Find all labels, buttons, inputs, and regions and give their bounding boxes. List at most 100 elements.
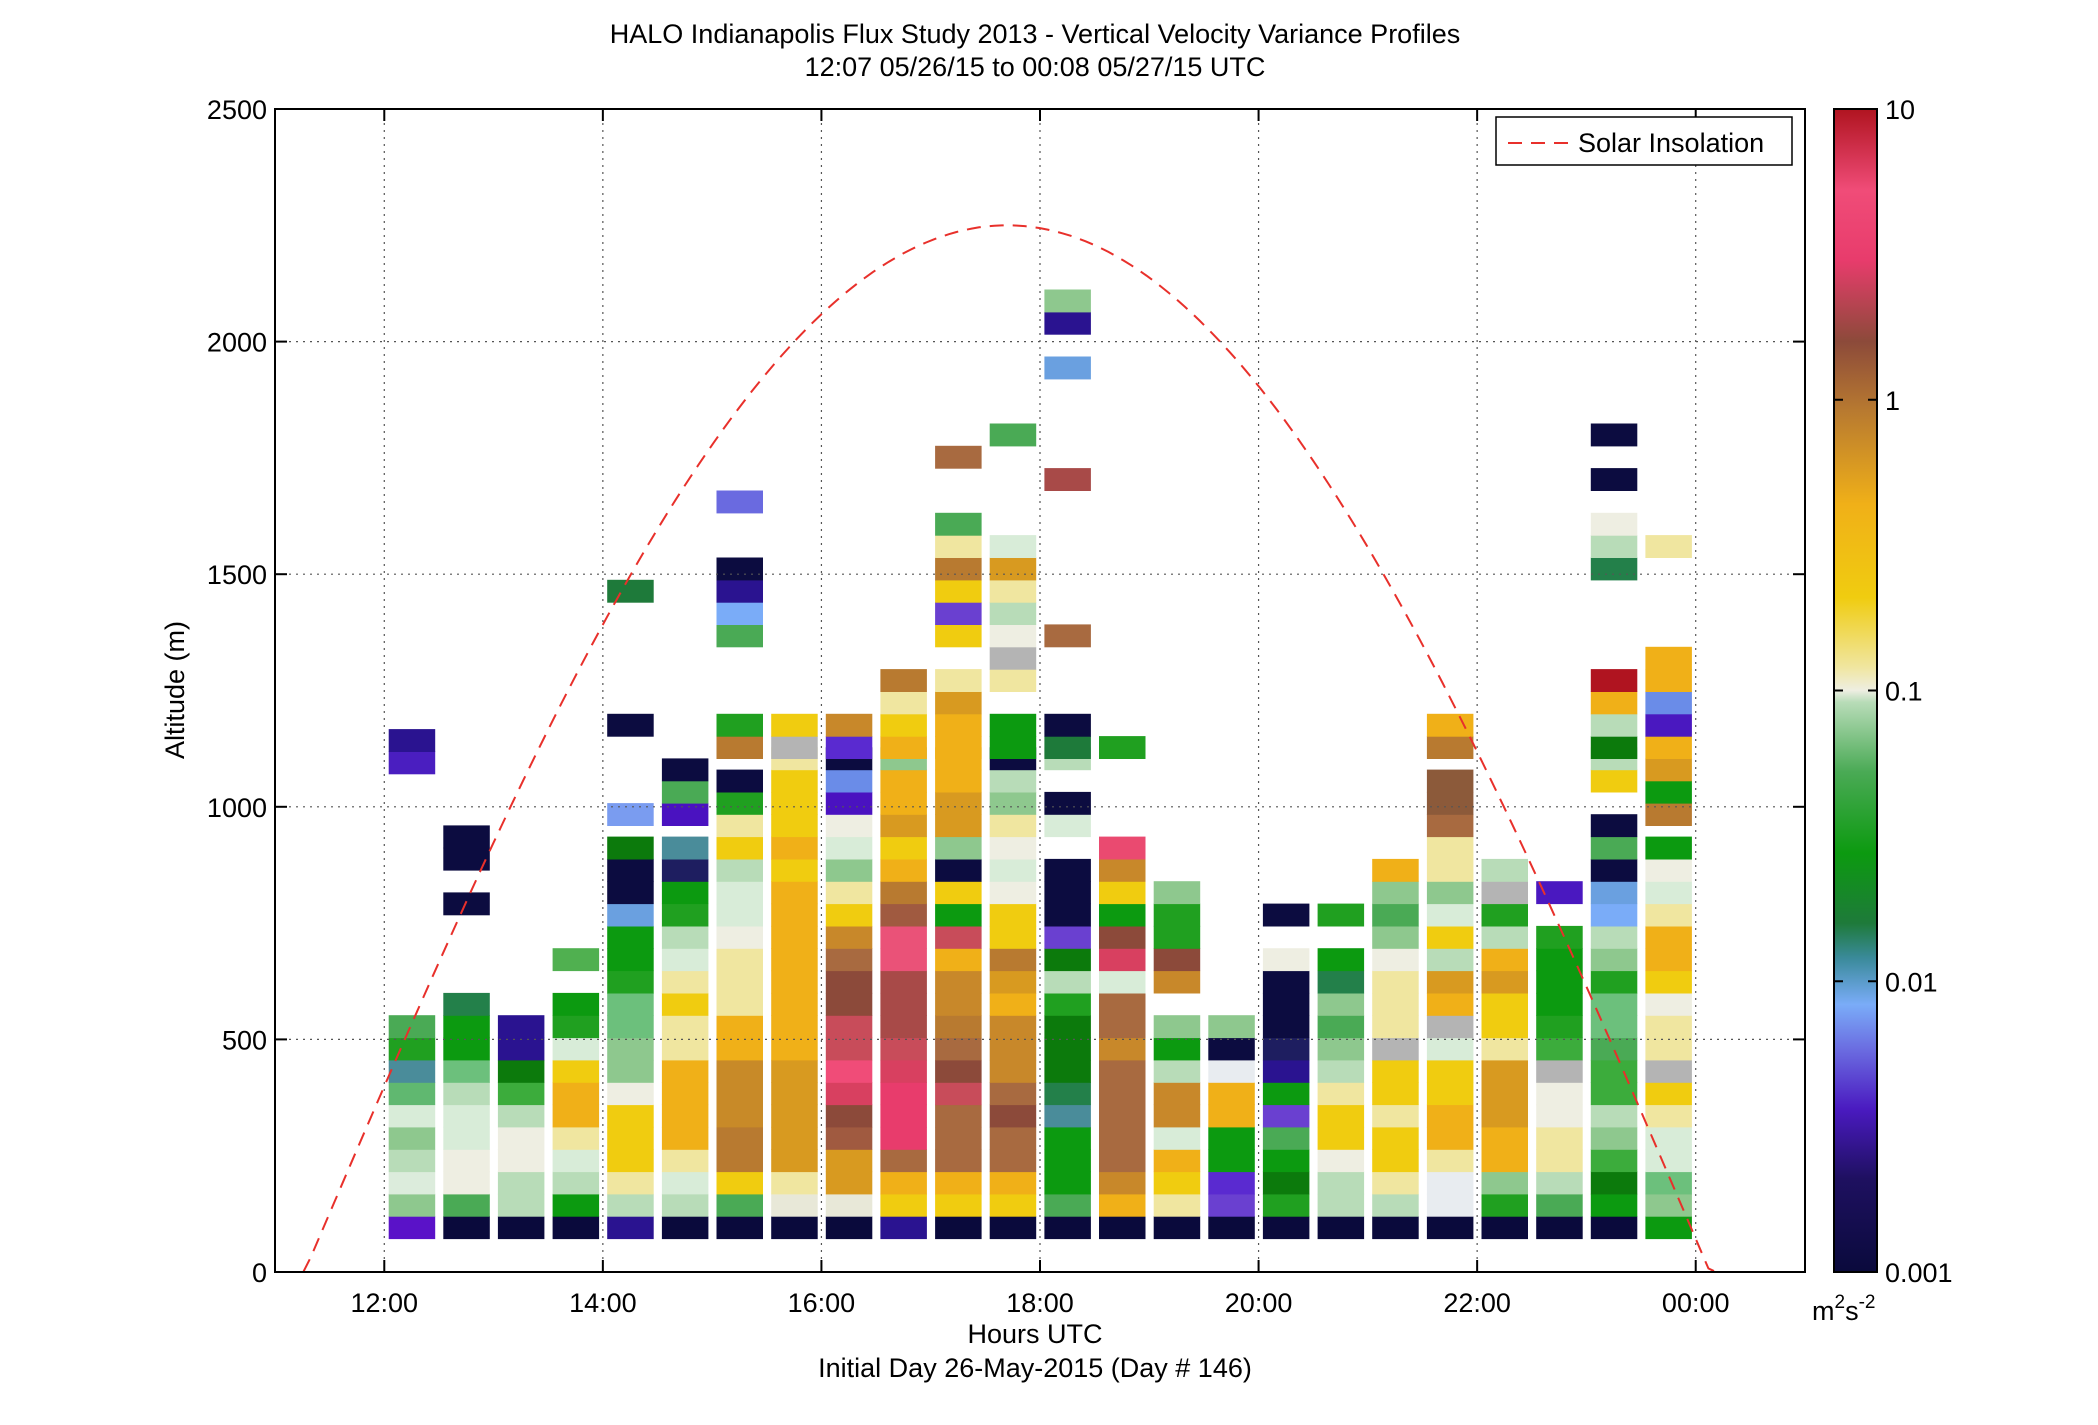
heatmap-cell xyxy=(1590,669,1638,692)
x-tick-label: 22:00 xyxy=(1443,1288,1511,1318)
heatmap-cell xyxy=(661,1126,709,1150)
heatmap-cell xyxy=(989,713,1037,737)
heatmap-cell xyxy=(935,669,982,692)
heatmap-cell xyxy=(1426,1104,1474,1128)
heatmap-cell xyxy=(716,970,763,994)
heatmap-cell xyxy=(1317,1193,1365,1217)
heatmap-cell xyxy=(1044,356,1091,380)
x-axis-label-2: Initial Day 26-May-2015 (Day # 146) xyxy=(818,1353,1252,1383)
heatmap-cell xyxy=(880,1149,927,1173)
heatmap-cell xyxy=(1208,1171,1255,1195)
heatmap-cell xyxy=(1590,468,1638,491)
heatmap-cell xyxy=(1590,1059,1638,1083)
heatmap-cell xyxy=(1262,970,1310,994)
heatmap-cell xyxy=(935,1126,982,1150)
heatmap-cell xyxy=(935,1082,982,1106)
heatmap-cell xyxy=(935,691,982,715)
heatmap-cell xyxy=(771,1193,818,1217)
heatmap-cell xyxy=(1099,903,1146,927)
heatmap-cell xyxy=(1372,881,1419,905)
heatmap-cell xyxy=(1536,881,1583,905)
heatmap-cell xyxy=(880,858,927,882)
heatmap-cell xyxy=(1645,903,1692,927)
heatmap-cell xyxy=(880,1037,927,1061)
heatmap-cell xyxy=(1590,903,1638,927)
heatmap-cell xyxy=(825,1015,873,1039)
heatmap-cell xyxy=(1044,1149,1091,1173)
heatmap-cell xyxy=(661,758,709,782)
heatmap-cell xyxy=(1426,1015,1474,1039)
heatmap-cell xyxy=(1044,992,1091,1016)
heatmap-cell xyxy=(1590,1015,1638,1039)
heatmap-cell xyxy=(1044,881,1091,905)
heatmap-cell xyxy=(1590,423,1638,447)
heatmap-cell xyxy=(1645,948,1692,972)
y-tick-label: 2000 xyxy=(207,328,267,358)
heatmap-cell xyxy=(607,948,654,972)
heatmap-cell xyxy=(1645,1082,1692,1106)
heatmap-cell xyxy=(1590,970,1638,994)
heatmap-cell xyxy=(607,903,654,927)
heatmap-cell xyxy=(880,1216,927,1240)
heatmap-cell xyxy=(497,1037,545,1061)
heatmap-cell xyxy=(1044,1082,1091,1106)
heatmap-cell xyxy=(771,713,818,737)
heatmap-cell xyxy=(1481,903,1528,927)
heatmap-cell xyxy=(1372,1037,1419,1061)
heatmap-cell xyxy=(1426,881,1474,905)
heatmap-cell xyxy=(1262,992,1310,1016)
heatmap-cell xyxy=(1645,758,1692,782)
heatmap-cell xyxy=(989,1193,1037,1217)
heatmap-cell xyxy=(1536,948,1583,972)
heatmap-cell xyxy=(1099,1149,1146,1173)
y-tick-label: 2500 xyxy=(207,95,267,125)
heatmap-cell xyxy=(1426,1149,1474,1173)
heatmap-cell xyxy=(935,814,982,838)
heatmap-cell xyxy=(825,736,873,759)
heatmap-cell xyxy=(880,1126,927,1150)
heatmap-cell xyxy=(1536,1015,1583,1039)
heatmap-cell xyxy=(1426,769,1474,793)
heatmap-cell xyxy=(1481,970,1528,994)
heatmap-cell xyxy=(661,881,709,905)
heatmap-cell xyxy=(1262,1126,1310,1150)
solar-insolation-curve xyxy=(280,224,1800,1273)
heatmap-cell xyxy=(661,803,709,826)
heatmap-cell xyxy=(825,769,873,793)
heatmap-cell xyxy=(825,836,873,860)
heatmap-cell xyxy=(1426,1216,1474,1240)
heatmap-cell xyxy=(1099,736,1146,759)
heatmap-cell xyxy=(771,1171,818,1195)
heatmap-cell xyxy=(1262,1015,1310,1039)
heatmap-cell xyxy=(661,1015,709,1039)
heatmap-cell xyxy=(661,925,709,949)
heatmap-cell xyxy=(661,858,709,882)
heatmap-cell xyxy=(1044,1126,1091,1150)
heatmap-cell xyxy=(1317,1149,1365,1173)
heatmap-cell xyxy=(989,903,1037,927)
heatmap-cell xyxy=(989,1149,1037,1173)
heatmap-cell xyxy=(1372,903,1419,927)
heatmap-cell xyxy=(552,1104,600,1128)
heatmap-cell xyxy=(1099,1082,1146,1106)
heatmap-cell xyxy=(880,791,927,815)
heatmap-cell xyxy=(661,1059,709,1083)
heatmap-cell xyxy=(1426,791,1474,815)
heatmap-cell xyxy=(1645,535,1692,558)
heatmap-cell xyxy=(716,1149,763,1173)
heatmap-cell xyxy=(1044,1015,1091,1039)
heatmap-cell xyxy=(1153,948,1201,972)
heatmap-cell xyxy=(771,903,818,927)
heatmap-cell xyxy=(989,557,1037,581)
heatmap-cell xyxy=(716,713,763,737)
colorbar-ticks: 0.001 0.01 0.1 1 10 xyxy=(1834,95,1953,1288)
heatmap-cell xyxy=(989,736,1037,759)
heatmap-cell xyxy=(1372,970,1419,994)
heatmap-cell xyxy=(1044,903,1091,927)
heatmap-cell xyxy=(1426,903,1474,927)
heatmap-cell xyxy=(388,729,436,752)
heatmap-cell xyxy=(1099,1193,1146,1217)
heatmap-cell xyxy=(825,970,873,994)
heatmap-cell xyxy=(1481,881,1528,905)
